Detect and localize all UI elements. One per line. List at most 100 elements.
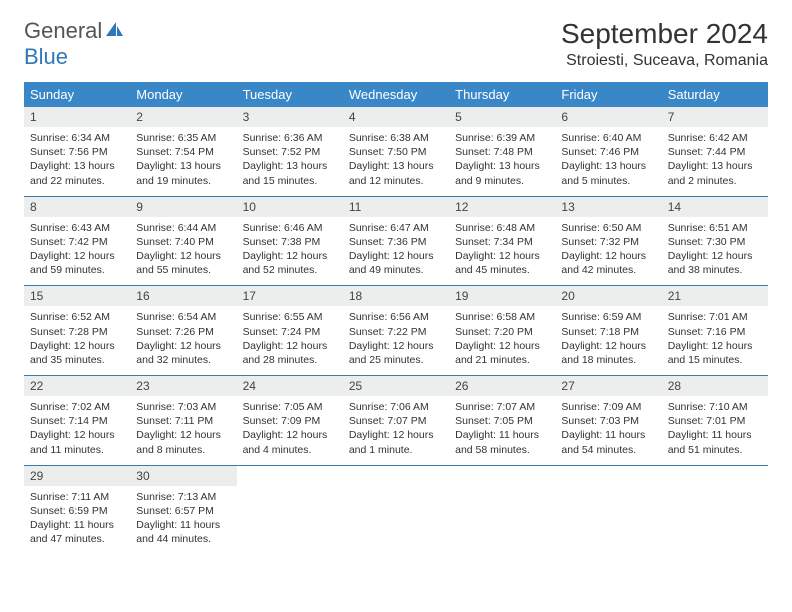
day-number: 3 [237,107,343,127]
calendar-cell: 25Sunrise: 7:06 AMSunset: 7:07 PMDayligh… [343,376,449,466]
day-number: 29 [24,466,130,486]
day-body: Sunrise: 6:35 AMSunset: 7:54 PMDaylight:… [130,127,236,196]
weekday-header: Wednesday [343,82,449,107]
weekday-header-row: Sunday Monday Tuesday Wednesday Thursday… [24,82,768,107]
day-body: Sunrise: 6:56 AMSunset: 7:22 PMDaylight:… [343,306,449,375]
day-body: Sunrise: 7:06 AMSunset: 7:07 PMDaylight:… [343,396,449,465]
header: General Blue September 2024 Stroiesti, S… [24,18,768,70]
day-number: 26 [449,376,555,396]
day-body: Sunrise: 6:44 AMSunset: 7:40 PMDaylight:… [130,217,236,286]
day-number: 14 [662,197,768,217]
day-number: 28 [662,376,768,396]
calendar-cell: 6Sunrise: 6:40 AMSunset: 7:46 PMDaylight… [555,107,661,196]
logo: General Blue [24,18,124,70]
calendar-cell: 28Sunrise: 7:10 AMSunset: 7:01 PMDayligh… [662,376,768,466]
day-number: 4 [343,107,449,127]
day-number: 11 [343,197,449,217]
day-body: Sunrise: 6:48 AMSunset: 7:34 PMDaylight:… [449,217,555,286]
calendar-cell: 8Sunrise: 6:43 AMSunset: 7:42 PMDaylight… [24,196,130,286]
calendar-cell: 23Sunrise: 7:03 AMSunset: 7:11 PMDayligh… [130,376,236,466]
day-body: Sunrise: 6:59 AMSunset: 7:18 PMDaylight:… [555,306,661,375]
calendar-cell: 24Sunrise: 7:05 AMSunset: 7:09 PMDayligh… [237,376,343,466]
weekday-header: Monday [130,82,236,107]
day-number: 6 [555,107,661,127]
calendar-cell: 30Sunrise: 7:13 AMSunset: 6:57 PMDayligh… [130,465,236,554]
calendar-row: 8Sunrise: 6:43 AMSunset: 7:42 PMDaylight… [24,196,768,286]
day-body: Sunrise: 6:34 AMSunset: 7:56 PMDaylight:… [24,127,130,196]
calendar-cell: 26Sunrise: 7:07 AMSunset: 7:05 PMDayligh… [449,376,555,466]
day-number: 10 [237,197,343,217]
location: Stroiesti, Suceava, Romania [561,52,768,70]
month-title: September 2024 [561,18,768,50]
day-body: Sunrise: 6:47 AMSunset: 7:36 PMDaylight:… [343,217,449,286]
calendar-cell: 16Sunrise: 6:54 AMSunset: 7:26 PMDayligh… [130,286,236,376]
day-body: Sunrise: 7:02 AMSunset: 7:14 PMDaylight:… [24,396,130,465]
day-body: Sunrise: 6:40 AMSunset: 7:46 PMDaylight:… [555,127,661,196]
day-body: Sunrise: 7:07 AMSunset: 7:05 PMDaylight:… [449,396,555,465]
day-number: 30 [130,466,236,486]
day-body: Sunrise: 7:05 AMSunset: 7:09 PMDaylight:… [237,396,343,465]
day-body: Sunrise: 6:58 AMSunset: 7:20 PMDaylight:… [449,306,555,375]
weekday-header: Saturday [662,82,768,107]
calendar-row: 1Sunrise: 6:34 AMSunset: 7:56 PMDaylight… [24,107,768,196]
calendar-cell: 13Sunrise: 6:50 AMSunset: 7:32 PMDayligh… [555,196,661,286]
calendar-row: 15Sunrise: 6:52 AMSunset: 7:28 PMDayligh… [24,286,768,376]
calendar-cell: 14Sunrise: 6:51 AMSunset: 7:30 PMDayligh… [662,196,768,286]
day-body: Sunrise: 7:03 AMSunset: 7:11 PMDaylight:… [130,396,236,465]
day-body: Sunrise: 7:01 AMSunset: 7:16 PMDaylight:… [662,306,768,375]
logo-text-general: General [24,18,102,43]
logo-sail-icon [104,20,124,43]
day-body: Sunrise: 7:10 AMSunset: 7:01 PMDaylight:… [662,396,768,465]
calendar-cell: 11Sunrise: 6:47 AMSunset: 7:36 PMDayligh… [343,196,449,286]
day-number: 25 [343,376,449,396]
day-number: 15 [24,286,130,306]
day-number: 8 [24,197,130,217]
day-number: 2 [130,107,236,127]
day-body: Sunrise: 7:09 AMSunset: 7:03 PMDaylight:… [555,396,661,465]
calendar-row: 22Sunrise: 7:02 AMSunset: 7:14 PMDayligh… [24,376,768,466]
calendar-cell: 12Sunrise: 6:48 AMSunset: 7:34 PMDayligh… [449,196,555,286]
logo-text-blue: Blue [24,44,68,69]
calendar-cell-empty: . [343,465,449,554]
calendar-row: 29Sunrise: 7:11 AMSunset: 6:59 PMDayligh… [24,465,768,554]
day-number: 24 [237,376,343,396]
calendar-cell: 5Sunrise: 6:39 AMSunset: 7:48 PMDaylight… [449,107,555,196]
day-number: 9 [130,197,236,217]
calendar-cell-empty: . [449,465,555,554]
calendar-cell: 9Sunrise: 6:44 AMSunset: 7:40 PMDaylight… [130,196,236,286]
calendar-cell: 15Sunrise: 6:52 AMSunset: 7:28 PMDayligh… [24,286,130,376]
calendar-cell: 1Sunrise: 6:34 AMSunset: 7:56 PMDaylight… [24,107,130,196]
day-number: 27 [555,376,661,396]
calendar-cell: 3Sunrise: 6:36 AMSunset: 7:52 PMDaylight… [237,107,343,196]
calendar-cell: 18Sunrise: 6:56 AMSunset: 7:22 PMDayligh… [343,286,449,376]
day-body: Sunrise: 6:36 AMSunset: 7:52 PMDaylight:… [237,127,343,196]
day-body: Sunrise: 6:39 AMSunset: 7:48 PMDaylight:… [449,127,555,196]
day-body: Sunrise: 6:50 AMSunset: 7:32 PMDaylight:… [555,217,661,286]
day-body: Sunrise: 6:38 AMSunset: 7:50 PMDaylight:… [343,127,449,196]
weekday-header: Friday [555,82,661,107]
day-body: Sunrise: 6:43 AMSunset: 7:42 PMDaylight:… [24,217,130,286]
day-number: 19 [449,286,555,306]
day-number: 13 [555,197,661,217]
weekday-header: Thursday [449,82,555,107]
day-body: Sunrise: 7:11 AMSunset: 6:59 PMDaylight:… [24,486,130,555]
day-number: 16 [130,286,236,306]
day-number: 12 [449,197,555,217]
day-body: Sunrise: 6:54 AMSunset: 7:26 PMDaylight:… [130,306,236,375]
calendar-cell: 22Sunrise: 7:02 AMSunset: 7:14 PMDayligh… [24,376,130,466]
calendar-cell: 4Sunrise: 6:38 AMSunset: 7:50 PMDaylight… [343,107,449,196]
calendar-cell: 21Sunrise: 7:01 AMSunset: 7:16 PMDayligh… [662,286,768,376]
day-number: 21 [662,286,768,306]
title-block: September 2024 Stroiesti, Suceava, Roman… [561,18,768,70]
day-body: Sunrise: 6:42 AMSunset: 7:44 PMDaylight:… [662,127,768,196]
calendar-cell: 7Sunrise: 6:42 AMSunset: 7:44 PMDaylight… [662,107,768,196]
day-number: 1 [24,107,130,127]
calendar-cell-empty: . [662,465,768,554]
calendar-cell: 29Sunrise: 7:11 AMSunset: 6:59 PMDayligh… [24,465,130,554]
day-number: 20 [555,286,661,306]
day-body: Sunrise: 6:51 AMSunset: 7:30 PMDaylight:… [662,217,768,286]
day-body: Sunrise: 6:55 AMSunset: 7:24 PMDaylight:… [237,306,343,375]
calendar-cell: 27Sunrise: 7:09 AMSunset: 7:03 PMDayligh… [555,376,661,466]
day-body: Sunrise: 7:13 AMSunset: 6:57 PMDaylight:… [130,486,236,555]
day-number: 7 [662,107,768,127]
